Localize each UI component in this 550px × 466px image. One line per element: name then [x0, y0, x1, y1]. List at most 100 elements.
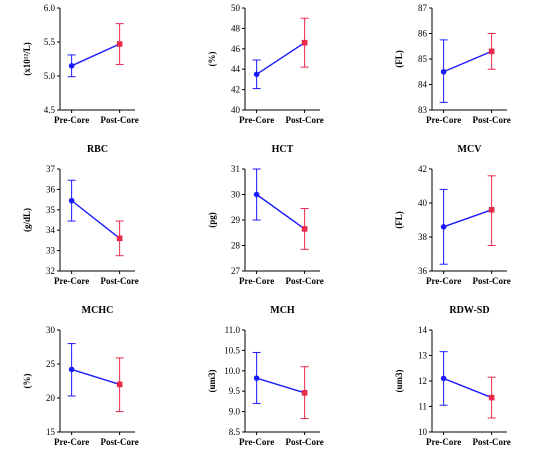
- post-core-point: [301, 226, 308, 232]
- y-axis-label: (um3): [207, 370, 217, 393]
- y-tick-label: 9.5: [229, 386, 241, 396]
- y-tick-label: 15: [46, 427, 56, 437]
- y-axis-label: (pg): [207, 212, 217, 228]
- x-tick-label: Post-Core: [100, 437, 138, 447]
- y-tick-label: 30: [46, 325, 56, 335]
- y-tick-label: 50: [231, 3, 241, 13]
- y-tick-label: 87: [418, 3, 428, 13]
- x-tick-label: Post-Core: [285, 276, 323, 286]
- x-tick-label: Pre-Core: [239, 276, 274, 286]
- pre-core-point: [253, 191, 260, 198]
- y-axis-label: (FL): [394, 211, 404, 229]
- x-tick-label: Pre-Core: [426, 115, 461, 125]
- y-tick-label: 36: [418, 266, 428, 276]
- series-line: [443, 209, 492, 228]
- y-tick-label: 5.0: [44, 71, 56, 81]
- y-tick-label: 13: [418, 351, 428, 361]
- y-tick-label: 33: [46, 246, 56, 256]
- y-tick-label: 12: [418, 376, 427, 386]
- x-tick-label: Pre-Core: [426, 276, 461, 286]
- post-core-point: [488, 394, 495, 401]
- y-tick-label: 34: [46, 225, 56, 235]
- pre-core-point: [440, 68, 447, 75]
- y-tick-label: 25: [46, 359, 56, 369]
- post-core-point: [116, 235, 123, 242]
- y-tick-label: 8.5: [229, 427, 241, 437]
- y-tick-label: 84: [418, 80, 428, 90]
- y-tick-label: 32: [46, 266, 55, 276]
- series-line: [256, 193, 306, 230]
- pre-core-point: [68, 197, 75, 204]
- pre-core-point: [440, 375, 447, 382]
- y-axis-label: (%): [207, 52, 217, 67]
- y-tick-label: 20: [46, 393, 56, 403]
- x-tick-label: Pre-Core: [426, 437, 461, 447]
- x-tick-label: Post-Core: [472, 437, 510, 447]
- x-tick-label: Post-Core: [285, 437, 323, 447]
- pre-core-point: [253, 71, 260, 78]
- y-tick-label: 42: [231, 85, 240, 95]
- y-axis-label: (um3): [394, 370, 404, 393]
- y-axis-label: (FL): [394, 50, 404, 68]
- y-tick-label: 35: [46, 205, 56, 215]
- x-tick-label: Post-Core: [472, 276, 510, 286]
- series-line: [443, 377, 492, 399]
- y-tick-label: 36: [46, 184, 56, 194]
- x-tick-label: Pre-Core: [54, 276, 89, 286]
- post-core-point: [116, 381, 123, 388]
- y-tick-label: 10.5: [224, 345, 240, 355]
- y-tick-label: 44: [231, 64, 241, 74]
- chart-panel: 32 33 34 35 36 37 Pre-Core Post-Core (g/dL) MCHC: [22, 164, 139, 316]
- series-line: [443, 50, 492, 73]
- y-tick-label: 10: [418, 427, 428, 437]
- x-tick-label: Pre-Core: [54, 437, 89, 447]
- x-tick-label: Post-Core: [285, 115, 323, 125]
- pre-core-point: [253, 375, 260, 381]
- chart-panel: 40 42 44 46 48 50 Pre-Core Post-Core (%) HCT: [207, 3, 324, 155]
- chart-title: MCH: [270, 305, 295, 316]
- y-tick-label: 28: [231, 241, 241, 251]
- y-tick-label: 6.0: [44, 3, 56, 13]
- post-core-point: [301, 39, 308, 46]
- y-tick-label: 4.5: [44, 105, 56, 115]
- y-tick-label: 42: [418, 164, 427, 174]
- series-line: [71, 200, 121, 239]
- y-tick-label: 48: [231, 23, 241, 33]
- y-tick-label: 85: [418, 54, 428, 64]
- y-axis-label: (g/dL): [22, 208, 32, 232]
- chart-panel: 8.5 9.0 9.5 10.0 10.5 11.0 Pre-Core Post-Core (u…: [207, 325, 324, 447]
- y-tick-label: 40: [418, 198, 428, 208]
- y-tick-label: 10.0: [224, 366, 240, 376]
- y-tick-label: 86: [418, 29, 428, 39]
- y-tick-label: 46: [231, 44, 241, 54]
- y-tick-label: 29: [231, 215, 241, 225]
- y-axis-label: (x10¹²/L): [22, 42, 32, 75]
- series-line: [256, 42, 306, 75]
- post-core-point: [488, 48, 495, 55]
- series-line: [71, 368, 120, 386]
- pre-core-point: [440, 224, 447, 230]
- post-core-point: [301, 390, 308, 396]
- chart-title: HCT: [272, 144, 294, 155]
- y-tick-label: 30: [231, 190, 241, 200]
- chart-title: RBC: [87, 144, 108, 155]
- chart-panel: 36 38 40 42 Pre-Core Post-Core (FL) RDW-SD: [394, 164, 511, 316]
- post-core-point: [116, 41, 123, 47]
- x-tick-label: Post-Core: [472, 115, 510, 125]
- x-tick-label: Pre-Core: [239, 437, 274, 447]
- y-tick-label: 5.5: [44, 37, 56, 47]
- x-tick-label: Pre-Core: [54, 115, 89, 125]
- chart-panel: 83 84 85 86 87 Pre-Core Post-Core (FL) MCV: [394, 3, 511, 155]
- chart-panel: 27 28 29 30 31 Pre-Core Post-Core (pg) MCH: [207, 164, 324, 316]
- y-tick-label: 27: [231, 266, 241, 276]
- chart-title: MCHC: [82, 305, 114, 316]
- chart-title: MCV: [458, 144, 483, 155]
- y-tick-label: 37: [46, 164, 56, 174]
- pre-core-point: [68, 63, 75, 69]
- y-tick-label: 11.0: [225, 325, 241, 335]
- y-tick-label: 38: [418, 232, 428, 242]
- series-line: [256, 377, 305, 394]
